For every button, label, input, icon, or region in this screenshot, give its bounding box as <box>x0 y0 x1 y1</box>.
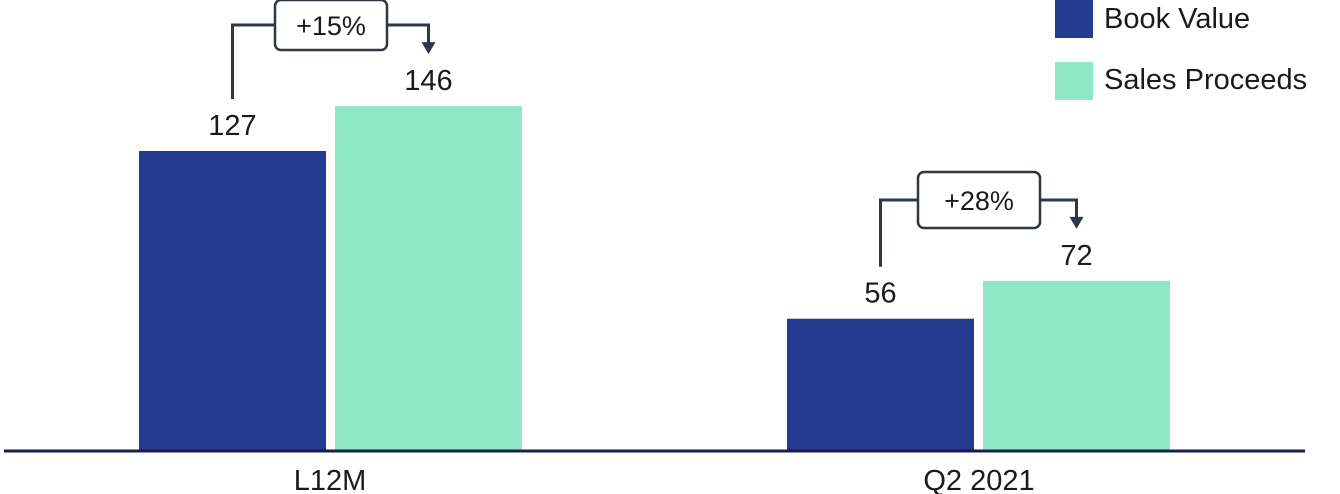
bar-book-value-l12m <box>139 151 326 451</box>
bar-book-value-q2-2021 <box>787 318 974 451</box>
data-label-book-value-l12m: 127 <box>208 110 256 142</box>
legend-label-book-value: Book Value <box>1104 3 1250 35</box>
bar-sales-proceeds-l12m <box>335 106 522 452</box>
growth-label-l12m: +15% <box>296 11 366 41</box>
data-label-sales-proceeds-q2-2021: 72 <box>1060 240 1092 272</box>
x-tick-label-q2-2021: Q2 2021 <box>923 465 1034 494</box>
legend-swatch-sales-proceeds <box>1055 62 1093 100</box>
data-label-book-value-q2-2021: 56 <box>864 278 896 310</box>
data-label-sales-proceeds-l12m: 146 <box>404 65 452 97</box>
growth-label-q2-2021: +28% <box>944 186 1014 216</box>
growth-arrow-head-q2-2021 <box>1069 216 1084 229</box>
growth-connector-right-q2-2021 <box>1040 198 1078 218</box>
x-tick-label-l12m: L12M <box>294 465 367 494</box>
growth-arrow-head-l12m <box>421 42 436 55</box>
growth-badge-l12m <box>273 0 389 52</box>
growth-connector-left-q2-2021 <box>879 198 918 267</box>
legend: Book Value Sales Proceeds <box>1055 0 1307 100</box>
legend-label-sales-proceeds: Sales Proceeds <box>1104 64 1307 96</box>
growth-badge-q2-2021 <box>916 170 1042 230</box>
bar-sales-proceeds-q2-2021 <box>983 280 1170 451</box>
growth-connector-right-l12m <box>387 23 430 44</box>
growth-connector-left-l12m <box>231 23 275 99</box>
plot-area: 127 146 L12M +15% 56 72 Q2 2021 +28% <box>139 0 1170 494</box>
legend-swatch-book-value <box>1055 0 1093 38</box>
